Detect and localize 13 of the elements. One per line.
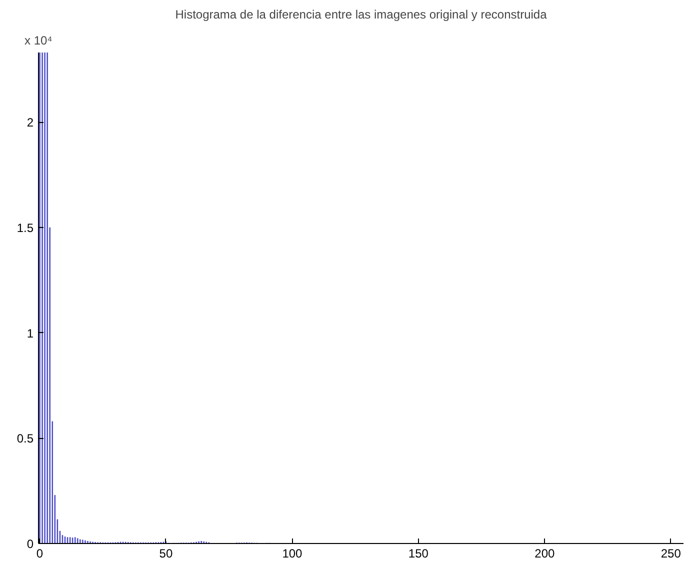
y-tick-label: 1: [26, 326, 34, 340]
x-tick-label: 0: [36, 546, 44, 560]
x-tick-label: 250: [660, 546, 682, 560]
chart-title: Histograma de la diferencia entre las imagenes original y reconstruida: [175, 8, 548, 22]
x-tick-label: 200: [534, 546, 555, 560]
y-tick-label: 0.5: [16, 432, 34, 446]
x-tick-label: 50: [159, 546, 173, 560]
y-tick-label: 1.5: [16, 220, 34, 235]
text: x 10⁴: [24, 34, 52, 48]
x-tick-label: 150: [408, 546, 429, 560]
y-tick-label: 2: [26, 116, 34, 130]
x-tick-label: 100: [282, 546, 303, 560]
y-tick-label: 0: [26, 537, 34, 551]
